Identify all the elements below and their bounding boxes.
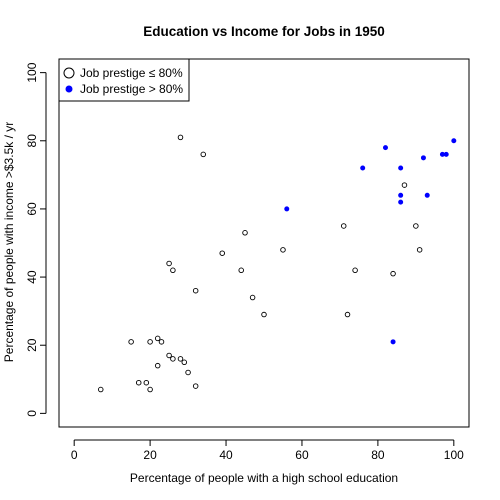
data-point-series-2 xyxy=(424,192,430,198)
data-point-series-1 xyxy=(147,339,153,345)
x-tick-label: 40 xyxy=(219,448,233,462)
y-tick-label: 100 xyxy=(25,62,39,82)
data-point-series-1 xyxy=(192,287,199,294)
x-tick-label: 20 xyxy=(143,448,157,462)
legend: Job prestige ≤ 80% Job prestige > 80% xyxy=(58,58,190,102)
data-point-series-1 xyxy=(135,379,142,386)
data-point-series-1 xyxy=(249,294,256,301)
y-tick-label: 0 xyxy=(25,410,39,417)
data-point-series-1 xyxy=(166,352,172,359)
data-point-series-1 xyxy=(416,247,423,253)
data-point-series-2 xyxy=(284,206,290,212)
data-point-series-1 xyxy=(170,356,176,362)
y-tick-label: 20 xyxy=(25,338,39,352)
data-point-series-2 xyxy=(443,151,449,157)
data-point-series-1 xyxy=(177,356,184,362)
data-point-series-1 xyxy=(390,270,396,277)
legend-label-2: Job prestige > 80% xyxy=(80,82,183,96)
legend-label-1: Job prestige ≤ 80% xyxy=(80,66,183,80)
data-points xyxy=(98,134,457,393)
data-point-series-1 xyxy=(413,223,419,229)
data-point-series-2 xyxy=(382,145,388,151)
data-point-series-1 xyxy=(177,134,184,141)
data-point-series-1 xyxy=(340,223,347,229)
y-axis-label: Percentage of people with income >$3.5k … xyxy=(2,122,16,362)
data-point-series-1 xyxy=(166,260,172,267)
x-tick-label: 100 xyxy=(444,448,464,462)
data-point-series-2 xyxy=(398,165,404,171)
data-point-series-1 xyxy=(219,250,225,256)
y-tick-label: 40 xyxy=(25,270,39,284)
data-point-series-1 xyxy=(128,339,134,345)
y-tick-label: 80 xyxy=(25,134,39,148)
x-axis: 0 20 40 60 80 100 xyxy=(71,439,464,462)
data-point-series-1 xyxy=(344,311,351,318)
data-point-series-2 xyxy=(360,165,366,171)
data-point-series-1 xyxy=(192,383,199,389)
data-point-series-2 xyxy=(420,155,426,161)
data-point-series-1 xyxy=(352,267,358,274)
x-axis-label: Percentage of people with a high school … xyxy=(130,471,398,485)
data-point-series-1 xyxy=(98,386,104,393)
data-point-series-1 xyxy=(200,151,207,158)
x-tick-label: 80 xyxy=(371,448,385,462)
y-axis: 0 20 40 60 80 100 xyxy=(25,62,47,417)
legend-box xyxy=(58,58,190,102)
data-point-series-1 xyxy=(170,267,176,274)
x-tick-label: 0 xyxy=(71,448,78,462)
data-point-series-2 xyxy=(398,199,404,205)
data-point-series-2 xyxy=(398,192,404,198)
data-point-series-1 xyxy=(154,335,161,342)
data-point-series-1 xyxy=(185,369,191,376)
data-point-series-2 xyxy=(390,339,396,345)
data-point-series-1 xyxy=(143,379,150,386)
legend-marker-2 xyxy=(65,85,73,93)
data-point-series-1 xyxy=(242,230,248,236)
data-point-series-1 xyxy=(154,362,161,369)
data-point-series-1 xyxy=(147,386,153,393)
legend-items: Job prestige ≤ 80% Job prestige > 80% xyxy=(63,66,183,96)
legend-marker-1 xyxy=(63,67,75,79)
data-point-series-1 xyxy=(238,267,244,274)
chart-title: Education vs Income for Jobs in 1950 xyxy=(143,24,385,39)
data-point-series-1 xyxy=(401,182,408,188)
data-point-series-1 xyxy=(280,247,286,253)
x-tick-label: 60 xyxy=(295,448,309,462)
plot-frame xyxy=(58,58,470,428)
data-point-series-2 xyxy=(451,138,457,144)
data-point-series-1 xyxy=(181,359,188,366)
data-point-series-1 xyxy=(261,311,267,318)
data-point-series-1 xyxy=(158,339,165,345)
y-tick-label: 60 xyxy=(25,202,39,216)
